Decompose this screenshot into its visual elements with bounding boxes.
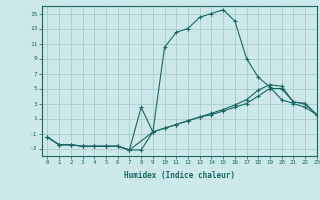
X-axis label: Humidex (Indice chaleur): Humidex (Indice chaleur) (124, 171, 235, 180)
